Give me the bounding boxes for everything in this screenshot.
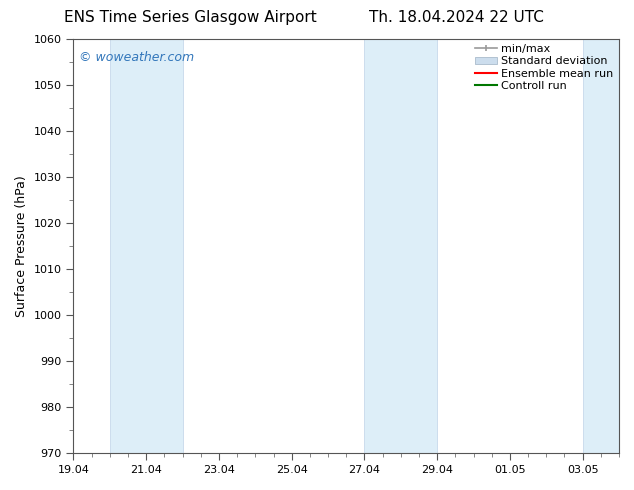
- Text: Th. 18.04.2024 22 UTC: Th. 18.04.2024 22 UTC: [369, 10, 544, 25]
- Bar: [110, 39, 183, 453]
- Bar: [583, 39, 619, 453]
- Text: ENS Time Series Glasgow Airport: ENS Time Series Glasgow Airport: [64, 10, 316, 25]
- Text: © woweather.com: © woweather.com: [79, 51, 194, 64]
- Legend: min/max, Standard deviation, Ensemble mean run, Controll run: min/max, Standard deviation, Ensemble me…: [472, 42, 616, 93]
- Y-axis label: Surface Pressure (hPa): Surface Pressure (hPa): [15, 175, 28, 317]
- Bar: [365, 39, 437, 453]
